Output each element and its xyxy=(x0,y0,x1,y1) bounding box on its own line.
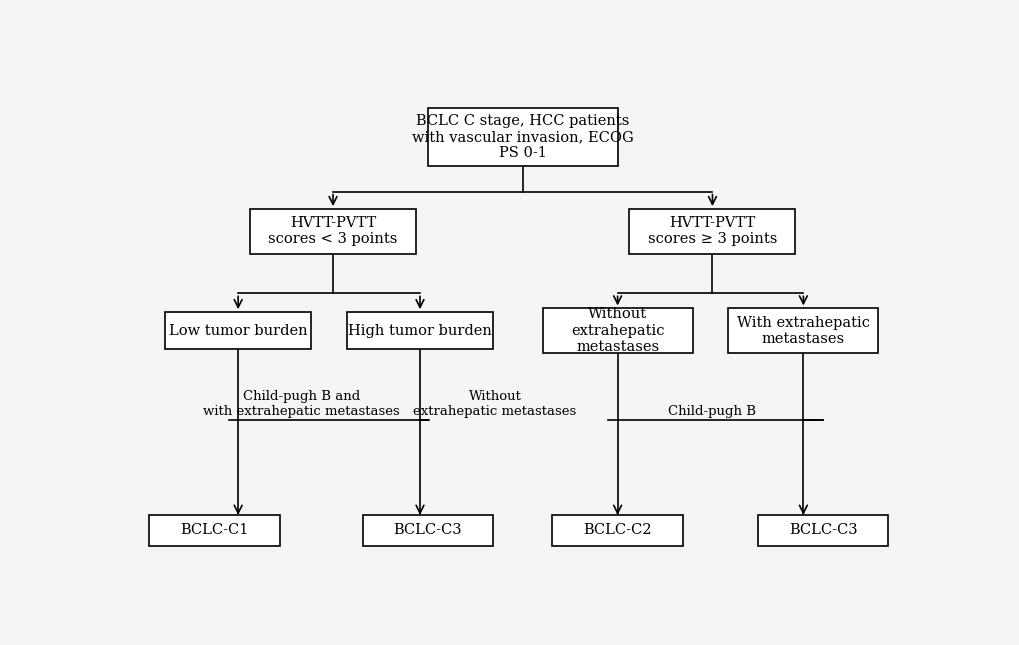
FancyBboxPatch shape xyxy=(363,515,492,546)
Text: HVTT-PVTT
scores ≥ 3 points: HVTT-PVTT scores ≥ 3 points xyxy=(647,216,776,246)
Text: BCLC-C2: BCLC-C2 xyxy=(583,523,651,537)
Text: Child-pugh B: Child-pugh B xyxy=(667,404,756,417)
Text: High tumor burden: High tumor burden xyxy=(347,324,491,338)
Text: BCLC-C3: BCLC-C3 xyxy=(788,523,857,537)
Text: BCLC-C3: BCLC-C3 xyxy=(393,523,462,537)
FancyBboxPatch shape xyxy=(346,312,492,350)
FancyBboxPatch shape xyxy=(629,209,795,253)
Text: Without
extrahepatic
metastases: Without extrahepatic metastases xyxy=(571,308,663,354)
Text: Without
extrahepatic metastases: Without extrahepatic metastases xyxy=(413,390,576,417)
FancyBboxPatch shape xyxy=(428,108,618,166)
FancyBboxPatch shape xyxy=(149,515,279,546)
FancyBboxPatch shape xyxy=(728,308,877,353)
FancyBboxPatch shape xyxy=(757,515,888,546)
FancyBboxPatch shape xyxy=(542,308,692,353)
Text: Low tumor burden: Low tumor burden xyxy=(169,324,307,338)
Text: HVTT-PVTT
scores < 3 points: HVTT-PVTT scores < 3 points xyxy=(268,216,397,246)
FancyBboxPatch shape xyxy=(165,312,311,350)
Text: With extrahepatic
metastases: With extrahepatic metastases xyxy=(736,315,869,346)
FancyBboxPatch shape xyxy=(250,209,416,253)
Text: Child-pugh B and
with extrahepatic metastases: Child-pugh B and with extrahepatic metas… xyxy=(203,390,399,417)
Text: BCLC-C1: BCLC-C1 xyxy=(180,523,249,537)
FancyBboxPatch shape xyxy=(552,515,682,546)
Text: BCLC C stage, HCC patients
with vascular invasion, ECOG
PS 0-1: BCLC C stage, HCC patients with vascular… xyxy=(412,114,633,160)
